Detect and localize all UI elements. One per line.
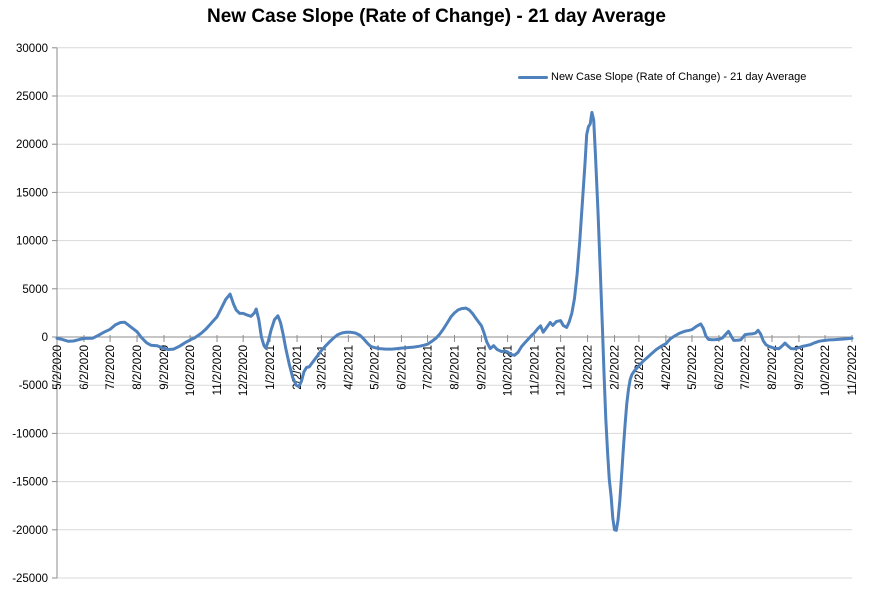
y-axis-label: -25000	[12, 573, 48, 585]
x-axis-label: 11/2/2022	[847, 345, 859, 395]
y-axis-label: 0	[42, 332, 48, 344]
x-axis-label: 9/2/2020	[159, 345, 171, 390]
x-axis-label: 11/2/2020	[212, 345, 224, 395]
x-axis-label: 3/2/2021	[316, 345, 328, 390]
legend: New Case Slope (Rate of Change) - 21 day…	[518, 71, 806, 83]
y-axis-label: 20000	[16, 139, 48, 151]
y-axis-label: 30000	[16, 43, 48, 55]
x-axis-label: 1/2/2021	[265, 345, 277, 390]
x-axis-label: 6/2/2021	[396, 345, 408, 390]
x-axis-label: 5/2/2021	[369, 345, 381, 390]
x-axis-label: 10/2/2022	[820, 345, 832, 396]
x-axis-label: 9/2/2021	[476, 345, 488, 390]
x-axis-label: 5/2/2020	[52, 345, 64, 390]
x-axis-label: 8/2/2021	[450, 345, 462, 390]
data-line-series	[55, 110, 854, 532]
x-axis-label: 10/2/2021	[503, 345, 515, 396]
legend-line-swatch	[518, 75, 548, 79]
x-axis-label: 2/2/2022	[610, 345, 622, 390]
x-axis-label: 12/2/2020	[238, 345, 250, 396]
chart-title: New Case Slope (Rate of Change) - 21 day…	[207, 6, 666, 27]
x-axis-label: 1/2/2022	[583, 345, 595, 390]
x-axis-label: 7/2/2020	[105, 345, 117, 390]
x-axis-label: 5/2/2022	[687, 345, 699, 390]
y-axis-label: -10000	[12, 428, 48, 440]
x-axis-label: 6/2/2020	[79, 345, 91, 390]
x-axis-label: 7/2/2021	[423, 345, 435, 390]
legend-label: New Case Slope (Rate of Change) - 21 day…	[551, 71, 807, 83]
x-axis-label: 4/2/2021	[343, 345, 355, 390]
y-axis-label: -5000	[19, 380, 48, 392]
x-axis-label: 6/2/2022	[714, 345, 726, 390]
x-axis-label: 4/2/2022	[661, 345, 673, 390]
x-axis-label: 7/2/2022	[740, 345, 752, 390]
x-axis-label: 9/2/2022	[794, 345, 806, 390]
x-axis-label: 11/2/2021	[530, 345, 542, 395]
y-axis-label: 25000	[16, 91, 48, 103]
x-axis-label: 8/2/2022	[767, 345, 779, 390]
x-axis-label: 3/2/2022	[634, 345, 646, 390]
y-axis-label: -20000	[12, 525, 48, 537]
y-axis-label: 10000	[16, 236, 48, 248]
x-axis-label: 8/2/2020	[132, 345, 144, 390]
x-axis-label: 10/2/2020	[185, 345, 197, 396]
x-axis-label: 12/2/2021	[556, 345, 568, 396]
y-axis-label: 5000	[22, 284, 48, 296]
y-axis-label: 15000	[16, 187, 48, 199]
y-axis-label: -15000	[12, 477, 48, 489]
